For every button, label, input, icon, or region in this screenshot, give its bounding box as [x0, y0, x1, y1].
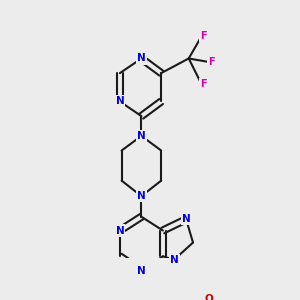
- Text: O: O: [204, 294, 213, 300]
- Text: N: N: [182, 214, 190, 224]
- Text: N: N: [116, 226, 124, 236]
- Text: N: N: [116, 97, 124, 106]
- Text: N: N: [137, 191, 146, 201]
- Text: F: F: [208, 57, 214, 67]
- Text: N: N: [170, 255, 178, 265]
- Text: N: N: [137, 131, 146, 141]
- Text: N: N: [137, 53, 146, 64]
- Text: N: N: [137, 266, 146, 276]
- Text: F: F: [200, 31, 207, 41]
- Text: F: F: [200, 79, 207, 89]
